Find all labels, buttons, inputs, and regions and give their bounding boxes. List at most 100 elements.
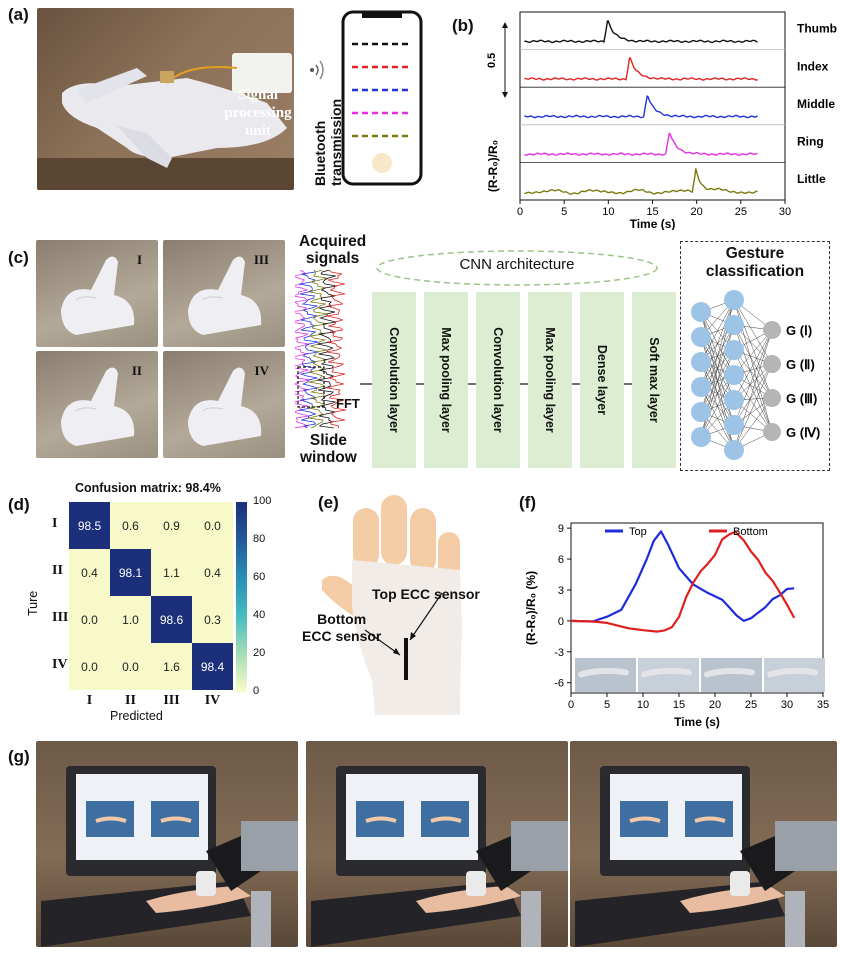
signal-unit-label: Signal processing unit	[224, 87, 292, 139]
raw-signal-trace	[295, 270, 311, 429]
scale-bar-arrow	[502, 92, 508, 98]
nn-input-node	[691, 352, 711, 372]
nn-output-node	[763, 423, 781, 441]
panel-label-c: (c)	[8, 248, 29, 267]
nn-connection	[733, 349, 773, 433]
fft-label: FFT	[336, 396, 360, 411]
plot-frame	[570, 522, 824, 694]
channel-label-index: Index	[797, 59, 829, 73]
confusion-cell: 1.0	[110, 596, 151, 643]
raw-signal-trace	[326, 270, 347, 429]
wrist-pose-arm	[578, 667, 629, 678]
channel-label-middle: Middle	[797, 97, 835, 111]
confusion-cell: 98.4	[192, 643, 233, 690]
raw-signal-trace	[308, 270, 328, 429]
x-tick-label: 35	[817, 699, 829, 711]
demo-photo-1	[36, 741, 298, 947]
gesture-output-label: G (Ⅰ)	[786, 323, 812, 338]
confusion-cell: 0.9	[151, 502, 192, 549]
x-tick-label: 0	[568, 699, 574, 711]
nn-hidden-node	[724, 365, 744, 385]
y-tick-label: 3	[558, 585, 564, 597]
bottom-sensor-label: Bottom ECC sensor	[302, 611, 382, 644]
scale-bar-label: 0.5	[486, 53, 498, 68]
colorbar-tick-label: 60	[253, 571, 266, 583]
layer-max-pooling-1: Max pooling layer	[424, 292, 468, 468]
confusion-cell: 0.0	[192, 502, 233, 549]
nn-input-node	[691, 427, 711, 447]
confusion-col-label: II	[125, 693, 136, 708]
layer-softmax: Soft max layer	[632, 292, 676, 468]
nn-connection	[700, 299, 735, 363]
x-tick-label: 30	[781, 699, 793, 711]
gesture-numeral: II	[131, 363, 142, 378]
layer-dense: Dense layer	[580, 292, 624, 468]
legend-label-bottom: Bottom	[733, 526, 768, 538]
layer-convolution-1: Convolution layer	[372, 292, 416, 468]
x-tick-label: 15	[673, 699, 685, 711]
bottom-sensor-pointer	[364, 629, 401, 656]
nn-connection	[733, 299, 773, 399]
colorbar-tick-label: 80	[253, 533, 266, 545]
layer-max-pooling-2: Max pooling layer	[528, 292, 572, 468]
demo-photo-3	[570, 741, 837, 947]
x-tick-label: 15	[646, 206, 658, 218]
nn-connection	[733, 363, 773, 426]
nn-hidden-node	[724, 290, 744, 310]
confusion-cell: 0.0	[110, 643, 151, 690]
confusion-row-label: III	[52, 610, 69, 625]
wrist-pose-arm	[704, 667, 755, 678]
raw-signal-trace	[317, 270, 338, 429]
panel-label-a: (a)	[8, 5, 29, 24]
cnn-architecture-title: CNN architecture	[459, 256, 575, 273]
nn-connection	[733, 374, 773, 433]
x-tick-label: 0	[517, 206, 523, 218]
colorbar	[236, 502, 247, 692]
confusion-col-label: I	[86, 693, 93, 708]
gesture-photo-2: III	[163, 240, 285, 347]
gesture-photo-1: I	[36, 240, 158, 347]
slide-window-box	[297, 366, 325, 408]
nn-hidden-node	[724, 440, 744, 460]
gesture-output-label: G (Ⅲ)	[786, 391, 817, 406]
gesture-photo-3: II	[36, 351, 158, 458]
panel-label-d: (d)	[8, 495, 30, 514]
confusion-row-label: II	[52, 563, 63, 578]
nn-connection	[733, 363, 773, 451]
series-line-bottom	[570, 530, 796, 633]
x-tick-label: 20	[709, 699, 721, 711]
panel-label-f: (f)	[519, 493, 536, 512]
confusion-row-label: I	[52, 516, 58, 531]
gesture-output-label: G (Ⅱ)	[786, 357, 815, 372]
nn-connection	[733, 299, 773, 365]
bluetooth-wave-icon	[310, 60, 324, 80]
confusion-row-label: IV	[52, 657, 68, 672]
panel-b-chart: Thumb Index Middle Ring Little 0 5 10 15 20 25 30 Ti…	[486, 11, 837, 230]
y-tick-label: 6	[558, 554, 564, 566]
confusion-col-label: IV	[204, 693, 221, 708]
nn-connection	[733, 397, 773, 451]
y-tick-label: 9	[558, 523, 564, 535]
panel-label-g: (g)	[8, 747, 30, 766]
demo-photo-2	[306, 741, 568, 947]
gesture-output-label: G (Ⅳ)	[786, 425, 820, 440]
panel-label-e: (e)	[318, 493, 339, 512]
panel-label-b: (b)	[452, 16, 474, 35]
colorbar-tick-label: 0	[253, 685, 260, 697]
colorbar-tick-label: 20	[253, 647, 266, 659]
nn-input-node	[691, 302, 711, 322]
confusion-ylabel: Ture	[26, 590, 40, 616]
nn-input-node	[691, 327, 711, 347]
y-tick-label: 0	[558, 616, 564, 628]
glove-photo: Signal processing unit	[37, 8, 294, 190]
wrist-pose-arm	[767, 667, 818, 678]
gesture-classification-title: Gesture classification	[705, 245, 805, 280]
confusion-cell: 0.0	[69, 596, 110, 643]
signal-trace-middle	[524, 95, 758, 119]
layer-convolution-2: Convolution layer	[476, 292, 520, 468]
smartphone-icon	[341, 10, 423, 186]
series-line-top	[570, 530, 795, 623]
gesture-numeral: III	[253, 252, 269, 267]
x-axis-label: Time (s)	[630, 217, 676, 230]
